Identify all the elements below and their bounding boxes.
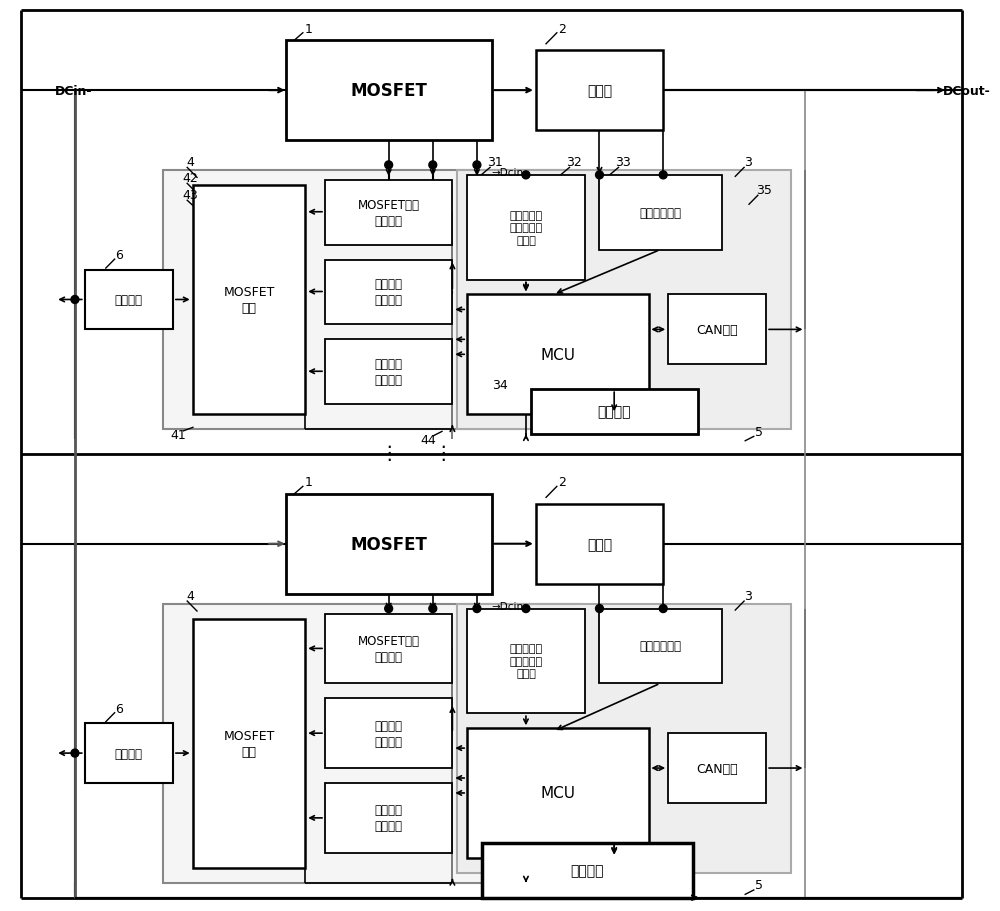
Text: MOSFET
驱动: MOSFET 驱动 <box>223 729 275 758</box>
Bar <box>599 176 722 251</box>
Circle shape <box>522 605 530 613</box>
Bar <box>325 340 452 404</box>
Bar <box>85 271 173 330</box>
Text: 辅助供电: 辅助供电 <box>597 405 631 419</box>
Text: 输出电流
反馈调节: 输出电流 反馈调节 <box>375 358 403 387</box>
Text: CAN通信: CAN通信 <box>696 762 738 774</box>
Text: 4: 4 <box>187 589 195 602</box>
Bar <box>163 604 580 883</box>
Text: 32: 32 <box>566 156 582 169</box>
Circle shape <box>473 605 481 613</box>
Circle shape <box>71 749 79 757</box>
Bar <box>531 390 698 435</box>
Bar <box>467 295 649 415</box>
Circle shape <box>659 605 667 613</box>
Text: 43: 43 <box>183 189 198 202</box>
Text: MOSFET功率
反馈调节: MOSFET功率 反馈调节 <box>358 199 420 228</box>
Bar <box>457 170 791 430</box>
Text: 42: 42 <box>183 172 198 185</box>
Text: 分流器: 分流器 <box>587 537 612 551</box>
Text: 1: 1 <box>304 23 312 36</box>
Text: MCU: MCU <box>540 785 575 801</box>
Text: 6: 6 <box>115 702 123 715</box>
Bar <box>482 843 693 897</box>
Circle shape <box>522 171 530 179</box>
Bar <box>467 609 585 713</box>
Bar <box>668 733 766 804</box>
Bar <box>286 41 492 141</box>
Bar <box>536 51 663 131</box>
Text: 温度检测电路: 温度检测电路 <box>640 207 682 220</box>
Text: 5: 5 <box>755 878 763 891</box>
Text: ⋮: ⋮ <box>379 443 398 462</box>
Text: MOSFET
驱动: MOSFET 驱动 <box>223 286 275 314</box>
Text: 输出电压
调节电路: 输出电压 调节电路 <box>375 719 403 748</box>
Bar <box>599 609 722 683</box>
Text: 电压监测电
路、电流检
测电路: 电压监测电 路、电流检 测电路 <box>509 644 543 679</box>
Text: MCU: MCU <box>540 347 575 363</box>
Text: 2: 2 <box>558 476 566 489</box>
Circle shape <box>385 605 393 613</box>
Text: 6: 6 <box>115 249 123 261</box>
Text: 41: 41 <box>170 428 186 441</box>
Bar <box>325 699 452 768</box>
Text: 输出电流
调节电路: 输出电流 调节电路 <box>375 804 403 833</box>
Text: 3: 3 <box>745 156 752 169</box>
Bar <box>668 295 766 365</box>
Bar <box>193 186 305 415</box>
Text: 电压监测电
路、电流检
测电路: 电压监测电 路、电流检 测电路 <box>509 210 543 245</box>
Text: MOSFET: MOSFET <box>350 82 427 100</box>
Circle shape <box>596 605 603 613</box>
Bar <box>467 176 585 281</box>
Circle shape <box>71 296 79 304</box>
Circle shape <box>596 171 603 179</box>
Text: →Dcin.: →Dcin. <box>492 168 527 178</box>
Circle shape <box>659 171 667 179</box>
Text: 33: 33 <box>615 156 631 169</box>
Text: 44: 44 <box>420 433 436 446</box>
Bar <box>163 170 580 430</box>
Text: 3: 3 <box>745 589 752 602</box>
Bar <box>286 495 492 594</box>
Bar <box>467 729 649 858</box>
Text: 温度检测电路: 温度检测电路 <box>640 640 682 652</box>
Text: 4: 4 <box>187 156 195 169</box>
Bar <box>536 505 663 584</box>
Circle shape <box>429 605 437 613</box>
Text: 2: 2 <box>558 23 566 36</box>
Text: MOSFET功率
调节电路: MOSFET功率 调节电路 <box>358 634 420 663</box>
Bar <box>325 261 452 325</box>
Text: DCin-: DCin- <box>55 85 93 97</box>
Text: CAN通信: CAN通信 <box>696 323 738 336</box>
Text: 辅助供电: 辅助供电 <box>570 864 604 877</box>
Text: 输出电压
反馈调节: 输出电压 反馈调节 <box>375 278 403 307</box>
Text: 分流器: 分流器 <box>587 84 612 98</box>
Text: 均流电路: 均流电路 <box>115 293 143 307</box>
Bar <box>457 604 791 873</box>
Text: 均流电路: 均流电路 <box>115 747 143 760</box>
Text: MOSFET: MOSFET <box>350 535 427 553</box>
Text: ⋮: ⋮ <box>433 443 452 462</box>
Text: 1: 1 <box>304 476 312 489</box>
Text: 35: 35 <box>756 184 772 197</box>
Bar <box>325 783 452 853</box>
Bar <box>325 180 452 245</box>
Bar <box>85 723 173 783</box>
Circle shape <box>385 162 393 169</box>
Text: →Dcin.: →Dcin. <box>492 601 527 611</box>
Bar <box>325 614 452 683</box>
Text: 31: 31 <box>487 156 502 169</box>
Text: DCout-: DCout- <box>943 85 990 97</box>
Circle shape <box>429 162 437 169</box>
Circle shape <box>473 162 481 169</box>
Text: 34: 34 <box>492 378 507 392</box>
Text: 5: 5 <box>755 425 763 438</box>
Bar <box>193 619 305 868</box>
